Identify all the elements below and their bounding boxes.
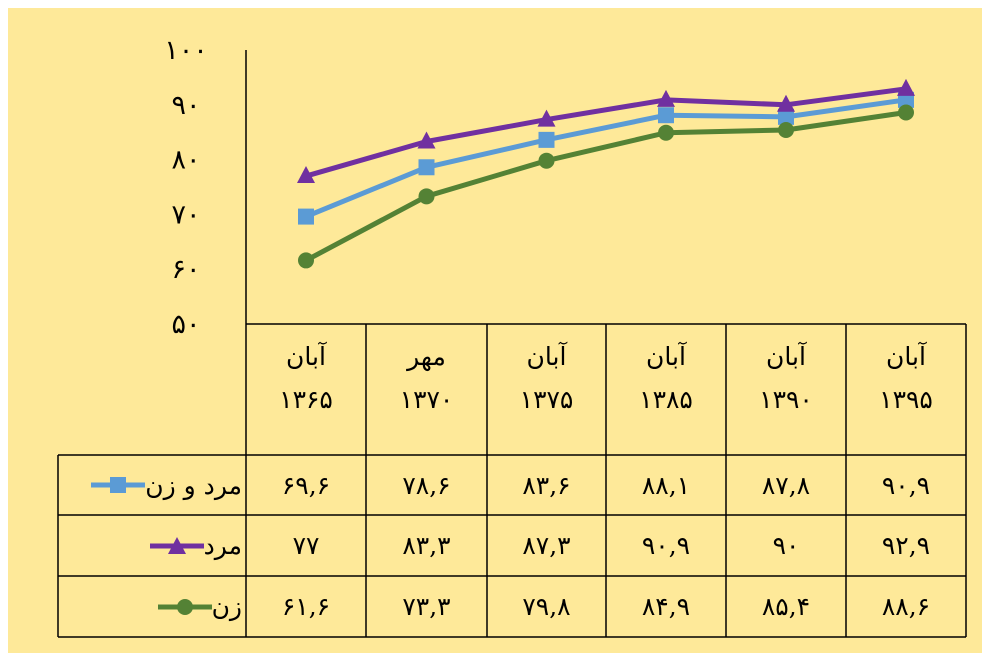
x-category-month: آبان <box>766 342 806 371</box>
table-cell: ۷۳,۳ <box>402 592 451 621</box>
data-point <box>658 107 674 124</box>
table-cell: ۸۷,۳ <box>522 531 571 560</box>
y-tick-label: ۸۰ <box>171 145 200 176</box>
table-cell: ۶۱,۶ <box>281 592 331 621</box>
x-category-label: آبان ۱۳۹۵ <box>846 336 966 421</box>
x-category-month: آبان <box>526 342 567 371</box>
data-point <box>898 104 914 121</box>
legend-entry: مرد <box>60 515 242 576</box>
series-line-0 <box>305 97 907 219</box>
x-category-year: ۱۳۶۵ <box>279 384 333 414</box>
x-category-month: آبان <box>646 342 686 371</box>
table-cell: ۸۳,۳ <box>402 531 451 560</box>
data-point <box>298 252 314 269</box>
data-point <box>418 159 435 176</box>
legend-entry: مرد و زن <box>60 455 242 515</box>
data-point <box>418 188 435 205</box>
table-cell: ۷۹,۸ <box>522 592 571 621</box>
table-cell: ۷۸,۶ <box>402 470 451 500</box>
table-cell: ۸۴,۹ <box>641 592 691 621</box>
series-line-2 <box>304 109 907 263</box>
table-cell: ۹۰,۹ <box>881 470 931 500</box>
legend-label: مرد و زن <box>145 470 242 500</box>
y-tick-label: ۹۰ <box>171 90 200 121</box>
data-point <box>417 131 436 149</box>
y-tick-label: ۷۰ <box>171 199 200 230</box>
series-line-1 <box>305 86 907 179</box>
table-cell: ۸۵,۴ <box>761 592 811 621</box>
legend-key-icon <box>157 598 212 615</box>
table-cell: ۸۷,۸ <box>761 470 811 500</box>
x-category-month: آبان <box>886 342 926 371</box>
data-point <box>297 166 315 184</box>
x-category-year: ۱۳۸۵ <box>639 384 693 414</box>
table-cell: ۸۸,۱ <box>641 470 691 500</box>
data-point <box>298 208 314 225</box>
x-category-month: مهر <box>407 342 446 371</box>
x-category-label: آبان ۱۳۹۰ <box>726 336 846 421</box>
data-point <box>657 89 675 107</box>
table-cell: ۸۸,۶ <box>881 592 931 621</box>
x-category-year: ۱۳۷۵ <box>519 384 574 414</box>
data-point <box>538 131 555 148</box>
x-category-month: آبان <box>286 342 326 371</box>
table-cell: ۹۰ <box>772 531 800 560</box>
y-tick-label: ۵۰ <box>171 309 200 340</box>
x-category-label: آبان ۱۳۷۵ <box>487 336 606 421</box>
y-tick-label: ۱۰۰ <box>164 35 208 66</box>
x-category-year: ۱۳۷۰ <box>399 384 454 414</box>
data-point <box>897 78 915 96</box>
data-point <box>538 152 555 169</box>
x-category-label: مهر ۱۳۷۰ <box>366 336 487 421</box>
x-category-label: آبان ۱۳۶۵ <box>246 336 366 421</box>
legend-label: مرد <box>203 531 242 560</box>
y-tick-label: ۶۰ <box>171 254 200 285</box>
x-category-label: آبان ۱۳۸۵ <box>606 336 726 421</box>
data-point <box>777 94 795 112</box>
data-point <box>537 109 556 127</box>
legend-label: زن <box>211 592 242 621</box>
table-cell: ۷۷ <box>292 531 320 560</box>
table-cell: ۶۹,۶ <box>281 470 331 500</box>
table-cell: ۹۲,۹ <box>881 531 931 560</box>
data-point <box>658 124 674 141</box>
legend-key-icon <box>149 536 204 554</box>
legend-entry: زن <box>60 576 242 637</box>
table-cell: ۹۰,۹ <box>641 531 691 560</box>
table-cell: ۸۳,۶ <box>522 470 571 500</box>
data-point <box>778 122 794 139</box>
x-category-year: ۱۳۹۵ <box>879 384 933 414</box>
x-category-year: ۱۳۹۰ <box>759 384 813 414</box>
data-point <box>778 108 794 125</box>
legend-key-icon <box>91 477 146 493</box>
